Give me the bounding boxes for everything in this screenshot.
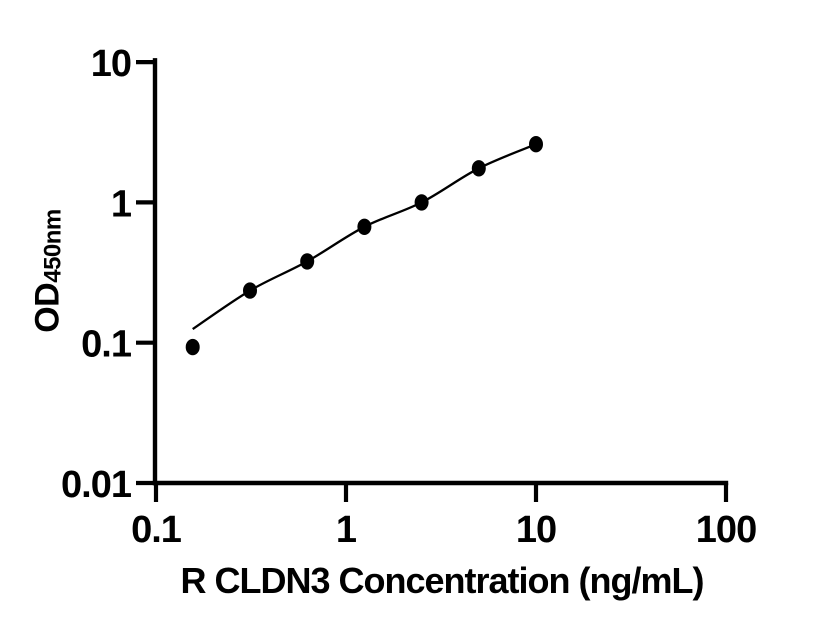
data-point	[300, 253, 315, 270]
x-tick-label: 0.1	[131, 509, 182, 551]
data-point	[243, 282, 257, 299]
y-axis-title-main: OD	[28, 282, 67, 333]
x-axis-title: R CLDN3 Concentration (ng/mL)	[180, 560, 705, 601]
data-point	[414, 194, 429, 211]
y-tick-label: 10	[91, 43, 131, 85]
x-tick-label: 10	[516, 509, 556, 551]
x-tick-label: 1	[336, 509, 357, 551]
data-point	[185, 338, 200, 356]
y-axis-title: OD450nm	[29, 209, 68, 333]
x-tick-label: 100	[696, 509, 756, 551]
y-tick-label: 0.01	[61, 464, 132, 506]
y-axis-title-subscript: 450nm	[39, 209, 67, 283]
y-tick-label: 0.1	[81, 324, 132, 366]
data-point	[529, 136, 543, 153]
data-point	[471, 160, 486, 177]
y-tick-label: 1	[111, 183, 132, 225]
data-point	[357, 218, 372, 235]
